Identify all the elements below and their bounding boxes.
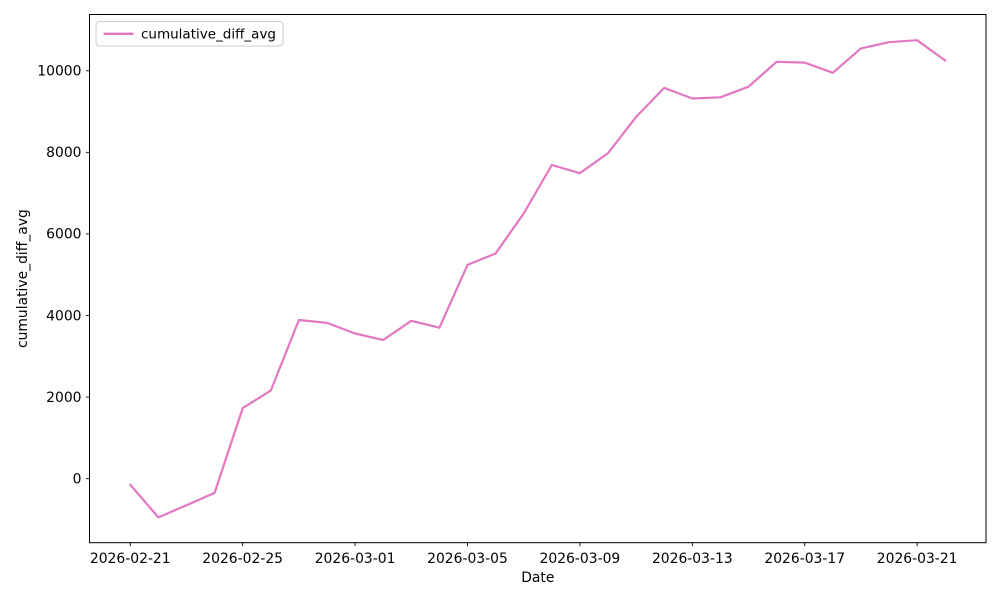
y-tick-label: 0 — [73, 471, 82, 487]
x-axis-ticks: 2026-02-21 2026-02-25 2026-03-01 2026-03-05… — [90, 542, 958, 567]
plot-area — [89, 14, 986, 543]
y-axis-label: cumulative_diff_avg — [15, 209, 31, 348]
legend-label: cumulative_diff_avg — [141, 26, 276, 42]
legend: cumulative_diff_avg — [95, 21, 284, 47]
axes-spines — [89, 14, 987, 544]
y-tick-label: 10000 — [37, 64, 81, 80]
x-tick-label: 2026-03-13 — [652, 551, 733, 567]
x-axis-label: Date — [521, 570, 554, 586]
y-tick-label: 4000 — [46, 308, 81, 324]
y-tick-label: 6000 — [46, 227, 81, 243]
series-line-cumulative-diff-avg — [129, 39, 947, 519]
y-tick-label: 2000 — [46, 390, 81, 406]
x-tick-label: 2026-02-21 — [90, 551, 171, 567]
x-tick-label: 2026-03-21 — [877, 551, 958, 567]
x-tick-label: 2026-03-05 — [427, 551, 508, 567]
x-tick-label: 2026-03-17 — [764, 551, 845, 567]
x-tick-label: 2026-03-01 — [315, 551, 396, 567]
y-tick-label: 8000 — [46, 145, 81, 161]
x-tick-label: 2026-03-09 — [540, 551, 621, 567]
legend-box — [95, 21, 284, 47]
y-axis-ticks: 0 2000 4000 6000 8000 10000 — [37, 64, 90, 487]
x-tick-label: 2026-02-25 — [202, 551, 283, 567]
